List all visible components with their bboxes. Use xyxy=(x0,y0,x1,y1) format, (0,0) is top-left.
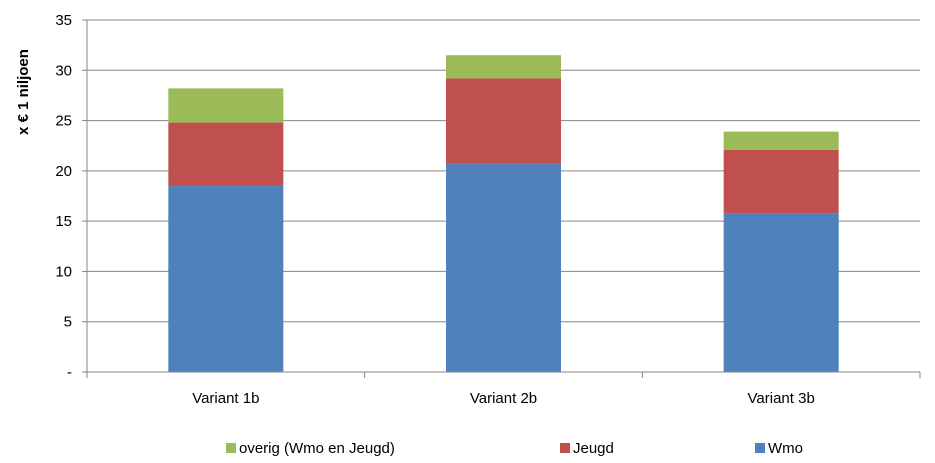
y-tick-label: 35 xyxy=(55,12,72,29)
x-tick-label: Variant 3b xyxy=(748,390,815,407)
legend: overig (Wmo en Jeugd) Jeugd Wmo xyxy=(226,440,803,457)
bar-segment-overig-wmo-en-jeugd xyxy=(723,131,839,150)
bar-segment-jeugd xyxy=(723,149,839,214)
bar-segment-jeugd xyxy=(168,122,284,186)
bar-segment-wmo xyxy=(723,213,839,372)
bar-segment-overig-wmo-en-jeugd xyxy=(446,55,561,79)
legend-swatch xyxy=(560,443,570,453)
x-tick-label: Variant 1b xyxy=(192,390,259,407)
axes xyxy=(82,19,921,378)
bar-segment-wmo xyxy=(168,185,284,372)
y-tick-label: 15 xyxy=(55,213,72,230)
y-tick-label: 5 xyxy=(64,314,72,331)
legend-swatch xyxy=(755,443,765,453)
y-tick-label: 30 xyxy=(55,62,72,79)
bar-segment-wmo xyxy=(446,163,561,372)
y-tick-labels: - 5 10 15 20 25 30 35 xyxy=(55,12,72,381)
y-tick-label: - xyxy=(67,364,72,381)
x-tick-labels: Variant 1b Variant 2b Variant 3b xyxy=(192,390,815,407)
bars xyxy=(168,55,839,372)
bar-segment-jeugd xyxy=(446,78,561,164)
legend-label: overig (Wmo en Jeugd) xyxy=(239,440,395,457)
x-tick-label: Variant 2b xyxy=(470,390,537,407)
y-tick-label: 10 xyxy=(55,263,72,280)
legend-label: Jeugd xyxy=(573,440,614,457)
legend-label: Wmo xyxy=(768,440,803,457)
y-axis-label: x € 1 niljoen xyxy=(15,49,32,135)
bar-segment-overig-wmo-en-jeugd xyxy=(168,88,284,123)
y-tick-label: 20 xyxy=(55,163,72,180)
legend-swatch xyxy=(226,443,236,453)
y-tick-label: 25 xyxy=(55,113,72,130)
